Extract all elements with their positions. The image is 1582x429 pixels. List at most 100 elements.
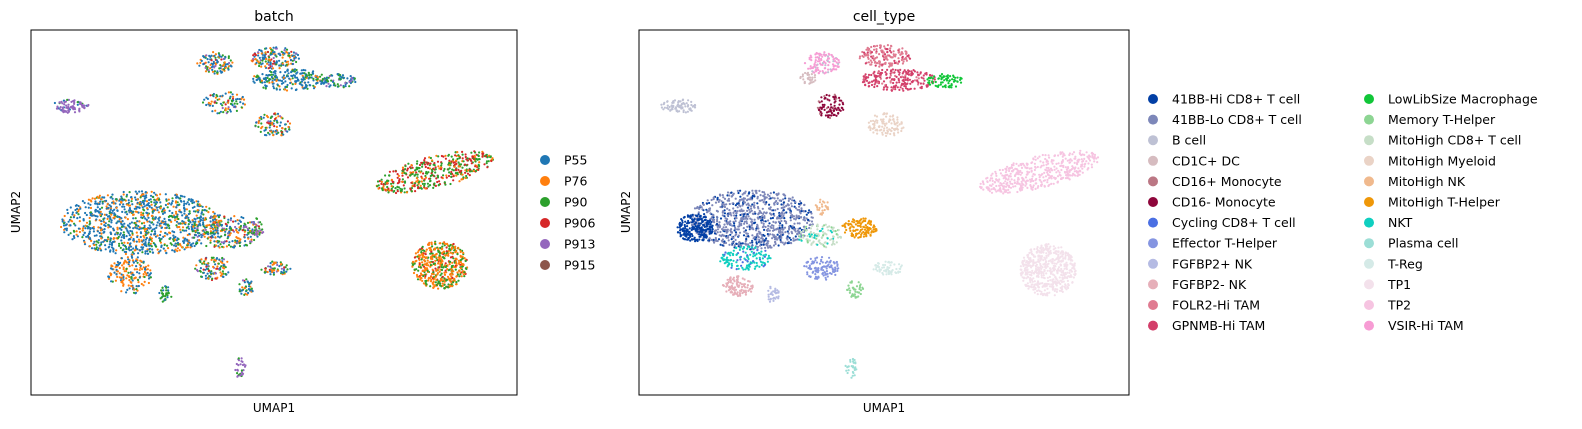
point [128, 237, 131, 241]
point [895, 122, 899, 125]
point [896, 86, 899, 89]
point [304, 76, 307, 79]
point [438, 180, 441, 183]
point [77, 213, 80, 216]
point [671, 108, 674, 111]
point [149, 250, 152, 253]
point [292, 51, 295, 54]
point [259, 221, 262, 224]
point [118, 242, 121, 245]
point [67, 110, 71, 113]
point [94, 202, 97, 205]
point [456, 273, 459, 276]
point [127, 246, 131, 249]
point [442, 155, 445, 158]
point [257, 120, 260, 123]
point [157, 252, 160, 255]
point [202, 271, 205, 274]
point [1053, 168, 1056, 171]
point [236, 241, 239, 245]
legend-label-p906: P906 [564, 216, 595, 231]
point [394, 191, 398, 195]
point [424, 274, 427, 278]
point [1045, 166, 1048, 169]
point [200, 211, 203, 214]
point [418, 254, 422, 257]
point [288, 122, 292, 125]
point [1004, 190, 1008, 193]
point [127, 199, 130, 202]
point [822, 53, 825, 56]
point [1007, 188, 1010, 191]
point [107, 275, 110, 278]
point [1050, 182, 1053, 185]
point [302, 87, 305, 90]
point [205, 103, 208, 107]
point [412, 263, 415, 266]
point [328, 74, 331, 78]
point [69, 216, 72, 219]
point [873, 57, 876, 61]
point [58, 101, 61, 104]
point [83, 243, 87, 246]
point [427, 166, 430, 170]
point [137, 284, 140, 288]
point [1004, 180, 1007, 183]
point [109, 225, 112, 228]
point [178, 249, 181, 252]
point [377, 184, 380, 187]
cluster-plasma [234, 357, 247, 378]
point [82, 106, 85, 109]
point [168, 227, 171, 230]
point [465, 174, 468, 178]
point [459, 267, 463, 270]
point [191, 199, 194, 202]
point [1026, 186, 1029, 189]
point [403, 191, 406, 194]
point [271, 49, 274, 52]
point [113, 215, 116, 219]
point [209, 94, 212, 97]
point [285, 89, 289, 92]
point [224, 66, 227, 70]
point [427, 243, 430, 246]
point [893, 59, 896, 63]
point [222, 111, 225, 114]
point [455, 281, 458, 284]
point [913, 87, 916, 90]
point [1049, 176, 1052, 179]
point [1013, 181, 1017, 184]
point [203, 218, 206, 222]
point [830, 53, 833, 57]
point [457, 165, 460, 168]
point [424, 174, 427, 178]
point [450, 175, 453, 178]
point [429, 174, 432, 178]
point [889, 64, 893, 67]
point [1057, 162, 1060, 165]
point [166, 202, 170, 206]
point [1016, 172, 1019, 175]
point [186, 246, 189, 249]
point [193, 244, 196, 248]
point [1067, 174, 1070, 177]
point [398, 178, 401, 181]
point [470, 170, 474, 173]
point [122, 244, 125, 247]
point [224, 233, 227, 236]
point [273, 112, 276, 115]
point [278, 88, 281, 91]
point [889, 132, 892, 136]
point [295, 80, 298, 83]
point [433, 255, 436, 258]
point [133, 221, 136, 225]
point [216, 265, 219, 268]
point [120, 242, 124, 245]
point [453, 277, 456, 280]
point [457, 168, 460, 171]
point [115, 222, 118, 225]
point [75, 204, 78, 207]
cluster-top-band [252, 68, 329, 92]
point [934, 80, 937, 84]
point [158, 291, 161, 295]
